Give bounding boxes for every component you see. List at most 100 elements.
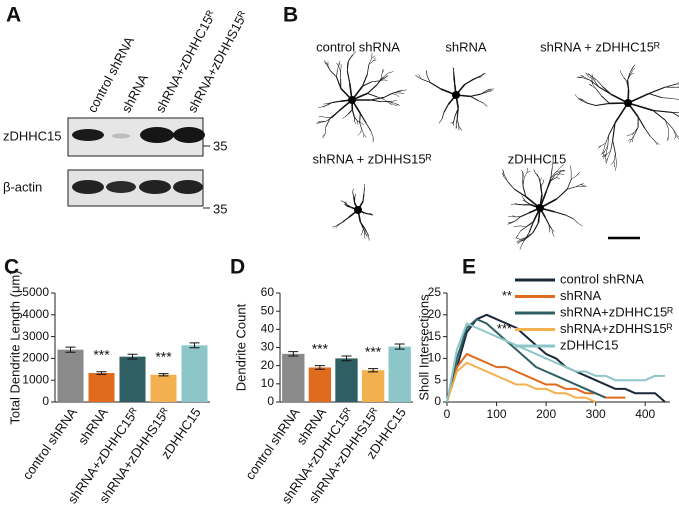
dendrite <box>516 239 521 243</box>
dendrite <box>677 83 679 85</box>
dendrite <box>327 65 331 71</box>
dendrite <box>602 86 612 95</box>
dendrite <box>629 68 633 73</box>
y-tick-label: 30 <box>261 340 275 354</box>
dendrite <box>520 226 527 232</box>
dendrite <box>578 98 586 103</box>
dendrite <box>565 214 574 220</box>
dendrite <box>507 222 512 225</box>
band <box>106 181 136 193</box>
dendrite <box>567 186 576 190</box>
dendrite <box>363 134 367 138</box>
dendrite <box>453 115 456 121</box>
error-bar <box>341 355 352 362</box>
bar <box>308 367 332 402</box>
dendrite <box>608 122 616 136</box>
dendrite <box>560 173 564 175</box>
dendrite <box>376 96 385 100</box>
x-tick-label: control shRNA <box>242 405 303 483</box>
dendrite <box>592 85 597 90</box>
y-tick-label: 2000 <box>22 351 49 365</box>
dendrite <box>600 143 606 147</box>
series-line <box>446 318 606 403</box>
dendrite <box>579 183 584 185</box>
dendrite <box>575 186 582 188</box>
dendrite <box>613 161 615 168</box>
y-tick-label: 50 <box>261 303 275 317</box>
dendrite <box>520 212 530 218</box>
band <box>72 129 104 141</box>
dendrite <box>383 99 389 103</box>
dendrite <box>362 228 364 233</box>
band <box>173 180 203 194</box>
dendrite <box>540 182 544 188</box>
dendrite <box>550 168 553 179</box>
dendrite <box>607 150 611 159</box>
dendrite <box>335 224 339 229</box>
dendrite <box>623 76 628 83</box>
y-tick-label: 0 <box>42 394 49 408</box>
dendrite <box>634 127 639 133</box>
error-bar <box>368 368 379 373</box>
dendrite <box>362 193 365 202</box>
dendrite <box>581 184 586 187</box>
dendrite <box>539 177 542 181</box>
x-tick-label: control shRNA <box>19 405 80 483</box>
dendrite <box>352 192 355 197</box>
dendrite <box>369 213 373 216</box>
dendrite <box>486 88 491 93</box>
dendrite <box>619 70 622 74</box>
dendrite <box>516 237 521 240</box>
dendrite <box>418 74 422 80</box>
dendrite <box>652 109 673 113</box>
dendrite <box>521 239 526 246</box>
dendrite <box>329 70 337 78</box>
dendrite <box>587 102 596 106</box>
dendrite <box>340 200 344 202</box>
significance: *** <box>365 343 382 359</box>
dendrite <box>477 75 481 78</box>
dendrite <box>353 116 358 122</box>
dendrite <box>584 77 591 81</box>
dendrite <box>592 83 597 90</box>
neuron-label: zDHHC15 <box>508 151 567 166</box>
dendrite <box>627 102 654 112</box>
dendrite <box>321 116 327 119</box>
dendrite <box>602 153 607 157</box>
dendrite <box>654 141 658 146</box>
dendrite <box>325 117 333 122</box>
dendrite <box>357 133 361 136</box>
dendrite <box>578 223 583 227</box>
dendrite <box>591 74 594 78</box>
dendrite <box>545 180 552 192</box>
dendrite <box>515 235 518 238</box>
dendrite <box>540 186 543 195</box>
dendrite <box>632 132 635 136</box>
x-tick-label: 400 <box>635 407 655 421</box>
dendrite <box>336 69 338 78</box>
dendrite <box>542 179 545 183</box>
dendrite <box>364 212 369 215</box>
y-tick-label: 0 <box>434 394 441 408</box>
y-tick-label: 25 <box>428 285 442 299</box>
dendrite <box>592 76 598 81</box>
dendrite <box>383 79 388 81</box>
dendrite <box>604 158 608 163</box>
dendrite <box>664 83 678 88</box>
dendrite <box>601 95 610 104</box>
dendrite <box>510 203 514 206</box>
dendrite <box>347 57 351 64</box>
error-bar <box>189 342 200 349</box>
dendrite <box>576 173 580 177</box>
dendrite <box>605 150 611 156</box>
dendrite <box>605 153 607 160</box>
dendrite <box>544 216 550 225</box>
blot-lanes: control shRNA shRNA shRNA+zDHHC15ᴿ shRNA… <box>84 8 250 115</box>
dendrite <box>349 55 354 59</box>
dendrite <box>340 67 342 72</box>
dendrite <box>535 172 540 178</box>
dendrite <box>629 139 632 144</box>
dendrite <box>359 129 363 134</box>
dendrite <box>573 218 579 224</box>
dendrite <box>392 99 397 102</box>
